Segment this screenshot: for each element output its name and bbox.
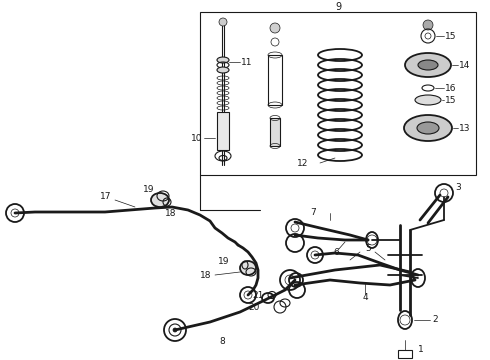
Text: 13: 13 — [459, 123, 470, 132]
Text: 4: 4 — [362, 293, 368, 302]
Ellipse shape — [405, 53, 451, 77]
Text: 3: 3 — [455, 183, 461, 192]
Text: 20: 20 — [248, 303, 259, 312]
Circle shape — [270, 23, 280, 33]
Text: 2: 2 — [432, 315, 438, 324]
Text: 19: 19 — [218, 257, 229, 266]
Ellipse shape — [217, 67, 229, 73]
Ellipse shape — [404, 115, 452, 141]
Text: 7: 7 — [310, 207, 316, 216]
Text: 1: 1 — [418, 346, 424, 355]
Bar — [217, 112, 229, 150]
Ellipse shape — [415, 95, 441, 105]
Text: 15: 15 — [445, 95, 457, 104]
Ellipse shape — [217, 57, 229, 63]
Text: 12: 12 — [297, 158, 308, 167]
Text: 17: 17 — [100, 192, 112, 201]
Circle shape — [173, 328, 177, 332]
Circle shape — [219, 18, 227, 26]
Text: 6: 6 — [333, 248, 339, 257]
Text: 10: 10 — [191, 134, 202, 143]
Ellipse shape — [151, 193, 169, 207]
Text: 9: 9 — [335, 2, 341, 12]
Circle shape — [423, 20, 433, 30]
Bar — [270, 118, 280, 146]
Text: 15: 15 — [445, 32, 457, 41]
Ellipse shape — [240, 261, 256, 275]
Text: 11: 11 — [241, 58, 252, 67]
Bar — [398, 350, 412, 358]
Bar — [268, 55, 282, 105]
Ellipse shape — [417, 122, 439, 134]
Ellipse shape — [418, 60, 438, 70]
Text: 14: 14 — [459, 60, 470, 69]
Text: 8: 8 — [219, 338, 225, 346]
Text: 16: 16 — [445, 84, 457, 93]
Text: 19: 19 — [143, 185, 154, 194]
Text: 18: 18 — [165, 208, 176, 217]
Bar — [200, 12, 476, 175]
Text: 5: 5 — [365, 243, 371, 252]
Text: 18: 18 — [200, 270, 212, 279]
Text: 21: 21 — [252, 291, 264, 300]
